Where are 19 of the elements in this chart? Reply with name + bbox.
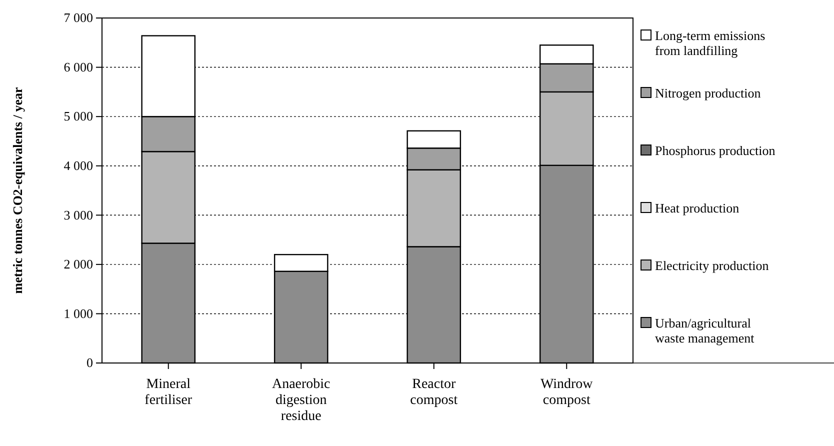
legend-label: Phosphorus production	[655, 143, 776, 158]
legend-label: Long-term emissions from landfilling	[655, 28, 766, 58]
x-tick-label: Mineral fertiliser	[144, 377, 192, 408]
legend-label: Urban/agricultural waste management	[655, 316, 755, 346]
y-tick-label: 3 000	[64, 207, 93, 222]
x-tick-label: Windrow compost	[540, 377, 594, 408]
y-tick-label: 5 000	[64, 108, 93, 124]
y-tick-label: 2 000	[64, 256, 93, 272]
legend-label: Nitrogen production	[655, 86, 762, 100]
y-tick-label: 1 000	[64, 306, 93, 321]
legend-label: Electricity production	[655, 258, 770, 273]
x-tick-label: Anaerobic digestion residue	[272, 377, 330, 424]
legend-label: Heat production	[655, 200, 740, 216]
y-tick-label: 0	[86, 355, 93, 370]
y-tick-label: 7 000	[64, 10, 93, 26]
x-tick-label: Reactor compost	[410, 377, 458, 408]
y-tick-label: 6 000	[64, 59, 93, 74]
y-axis-title: metric tonnes CO2-equivalents / year	[10, 87, 25, 294]
y-tick-label: 4 000	[64, 158, 93, 174]
